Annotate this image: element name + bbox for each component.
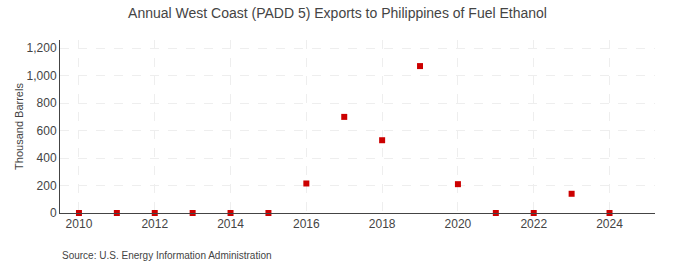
svg-text:1,000: 1,000 xyxy=(27,69,57,83)
svg-text:2024: 2024 xyxy=(596,217,623,231)
svg-text:600: 600 xyxy=(37,124,57,138)
svg-text:Annual West Coast (PADD 5) Exp: Annual West Coast (PADD 5) Exports to Ph… xyxy=(128,5,547,21)
svg-text:200: 200 xyxy=(37,179,57,193)
svg-text:Thousand Barrels: Thousand Barrels xyxy=(13,83,25,170)
svg-text:2018: 2018 xyxy=(369,217,396,231)
svg-text:2022: 2022 xyxy=(520,217,547,231)
svg-text:2014: 2014 xyxy=(217,217,244,231)
svg-text:800: 800 xyxy=(37,96,57,110)
svg-text:2016: 2016 xyxy=(293,217,320,231)
svg-text:2010: 2010 xyxy=(66,217,93,231)
svg-text:Source: U.S. Energy Informatio: Source: U.S. Energy Information Administ… xyxy=(62,250,272,261)
svg-text:2012: 2012 xyxy=(141,217,168,231)
svg-text:400: 400 xyxy=(37,151,57,165)
svg-text:0: 0 xyxy=(50,206,57,220)
svg-text:1,200: 1,200 xyxy=(27,41,57,55)
svg-text:2020: 2020 xyxy=(445,217,472,231)
